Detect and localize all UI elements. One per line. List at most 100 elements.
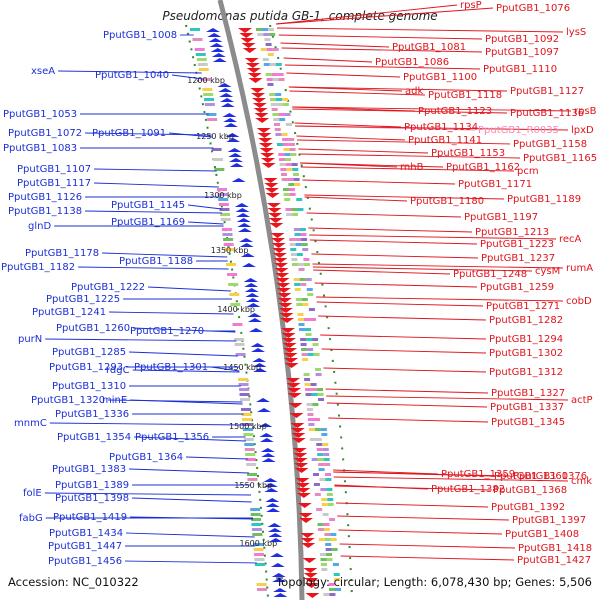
feature-strip — [254, 563, 265, 566]
feature-strip — [239, 393, 250, 396]
reverse-gene-arrow — [267, 523, 282, 527]
feature-strip — [240, 398, 251, 401]
forward-gene-arrow — [240, 38, 255, 43]
feature-strip — [318, 398, 325, 401]
gene-label-minus: glnD — [28, 221, 51, 232]
gene-label-plus: PputGB1_1345 — [491, 417, 565, 428]
feature-strip — [279, 118, 286, 121]
feature-strip — [317, 523, 324, 526]
gene-label-minus: PputGB1_1310 — [52, 381, 126, 392]
reverse-gene-arrow — [266, 508, 281, 512]
gene-label-minus: PputGB1_1169 — [111, 217, 185, 228]
gene-label-plus: lysS — [566, 27, 586, 38]
feature-strip — [316, 443, 323, 446]
feature-strip — [315, 373, 322, 376]
forward-gene-arrow — [270, 233, 285, 238]
feature-strip — [333, 573, 340, 576]
feature-strip — [304, 378, 311, 381]
gene-label-minus: PputGB1_1107 — [17, 164, 91, 175]
feature-strip — [282, 138, 289, 141]
reverse-gene-arrow — [231, 178, 246, 182]
feature-strip — [294, 283, 301, 286]
feature-strip — [241, 418, 252, 421]
feature-strip — [272, 78, 279, 81]
gene-label-minus: PputGB1_1364 — [109, 452, 183, 463]
feature-strip — [244, 448, 255, 451]
label-connector — [130, 399, 243, 405]
label-connector — [323, 367, 487, 373]
feature-strip — [304, 383, 311, 386]
label-connector — [314, 282, 478, 288]
tick-labels: 1200 kbp 1250 kbp 1300 kbp 1350 kbp 1400 kbp… — [187, 76, 277, 548]
feature-strip — [243, 433, 254, 436]
label-connector — [316, 301, 484, 307]
forward-gene-arrow — [278, 308, 293, 313]
label-connector — [281, 47, 483, 53]
feature-strip — [203, 93, 214, 96]
feature-strip — [305, 328, 312, 331]
reverse-gene-arrow — [239, 243, 254, 247]
gene-label-minus: fabG — [19, 513, 43, 524]
forward-gene-arrow — [244, 58, 259, 63]
feature-strip — [314, 493, 321, 496]
tick-label: 1350 kbp — [211, 246, 249, 255]
feature-strip — [216, 188, 227, 191]
feature-strip — [284, 198, 291, 201]
label-connector — [129, 468, 250, 474]
forward-gene-arrow — [287, 393, 302, 398]
forward-gene-arrow — [279, 313, 294, 318]
feature-strip — [302, 358, 309, 361]
label-connector — [306, 212, 462, 218]
gene-label-plus: PputGB1_1368 — [493, 485, 567, 496]
gene-label-minus: PputGB1_1383 — [52, 464, 126, 475]
gene-label-minus: folE — [23, 488, 42, 499]
gene-label-plus: PputGB1_1397 — [512, 515, 586, 526]
gene-label-plus: PputGB1_1086 — [375, 57, 449, 68]
feature-strip — [326, 493, 333, 496]
gene-label-plus: lpxD — [571, 125, 594, 136]
label-connector — [292, 108, 508, 114]
feature-strip — [306, 408, 313, 411]
reverse-gene-arrow — [208, 38, 223, 42]
feature-strip — [326, 558, 333, 561]
reverse-gene-arrow — [241, 263, 256, 267]
feature-strip — [301, 348, 308, 351]
gene-label-plus: PputGB1_1223 — [480, 239, 554, 250]
feature-strip — [295, 298, 302, 301]
feature-strip — [281, 173, 288, 176]
forward-gene-arrow — [290, 428, 305, 433]
reverse-gene-arrow — [258, 423, 273, 427]
feature-strip — [282, 98, 289, 101]
feature-strip — [242, 423, 253, 426]
feature-strip — [316, 508, 323, 511]
gene-label-plus: PputGB1_1189 — [507, 194, 581, 205]
forward-gene-arrow — [253, 108, 268, 113]
feature-strip — [229, 293, 240, 296]
feature-strip — [290, 253, 297, 256]
reverse-gene-arrow — [243, 278, 258, 282]
label-connector — [292, 106, 572, 112]
feature-strip — [321, 503, 328, 506]
feature-strip — [309, 438, 316, 441]
feature-strip — [220, 213, 231, 216]
feature-strip — [275, 133, 282, 136]
label-connector — [308, 227, 473, 233]
feature-strip — [223, 238, 234, 241]
forward-gene-arrow — [272, 253, 287, 258]
feature-strip — [312, 343, 319, 346]
reverse-gene-arrow — [236, 213, 251, 217]
forward-gene-arrow — [276, 283, 291, 288]
gene-label-minus: PputGB1_1354 — [57, 432, 131, 443]
feature-strip — [318, 538, 325, 541]
feature-strip — [324, 463, 331, 466]
gene-label-plus: PputGB1_1418 — [518, 543, 592, 554]
feature-strip — [276, 143, 283, 146]
gene-label-plus: PputGB1_1171 — [458, 179, 532, 190]
forward-gene-arrow — [268, 213, 283, 218]
gene-label-plus: PputGB1_1359 — [441, 469, 515, 480]
feature-strip — [300, 338, 307, 341]
gene-label-minus: PputGB1_1117 — [17, 178, 91, 189]
tick-label: 1550 kbp — [234, 481, 272, 490]
feature-strip — [277, 73, 284, 76]
gene-label-plus: cmk — [571, 476, 592, 487]
